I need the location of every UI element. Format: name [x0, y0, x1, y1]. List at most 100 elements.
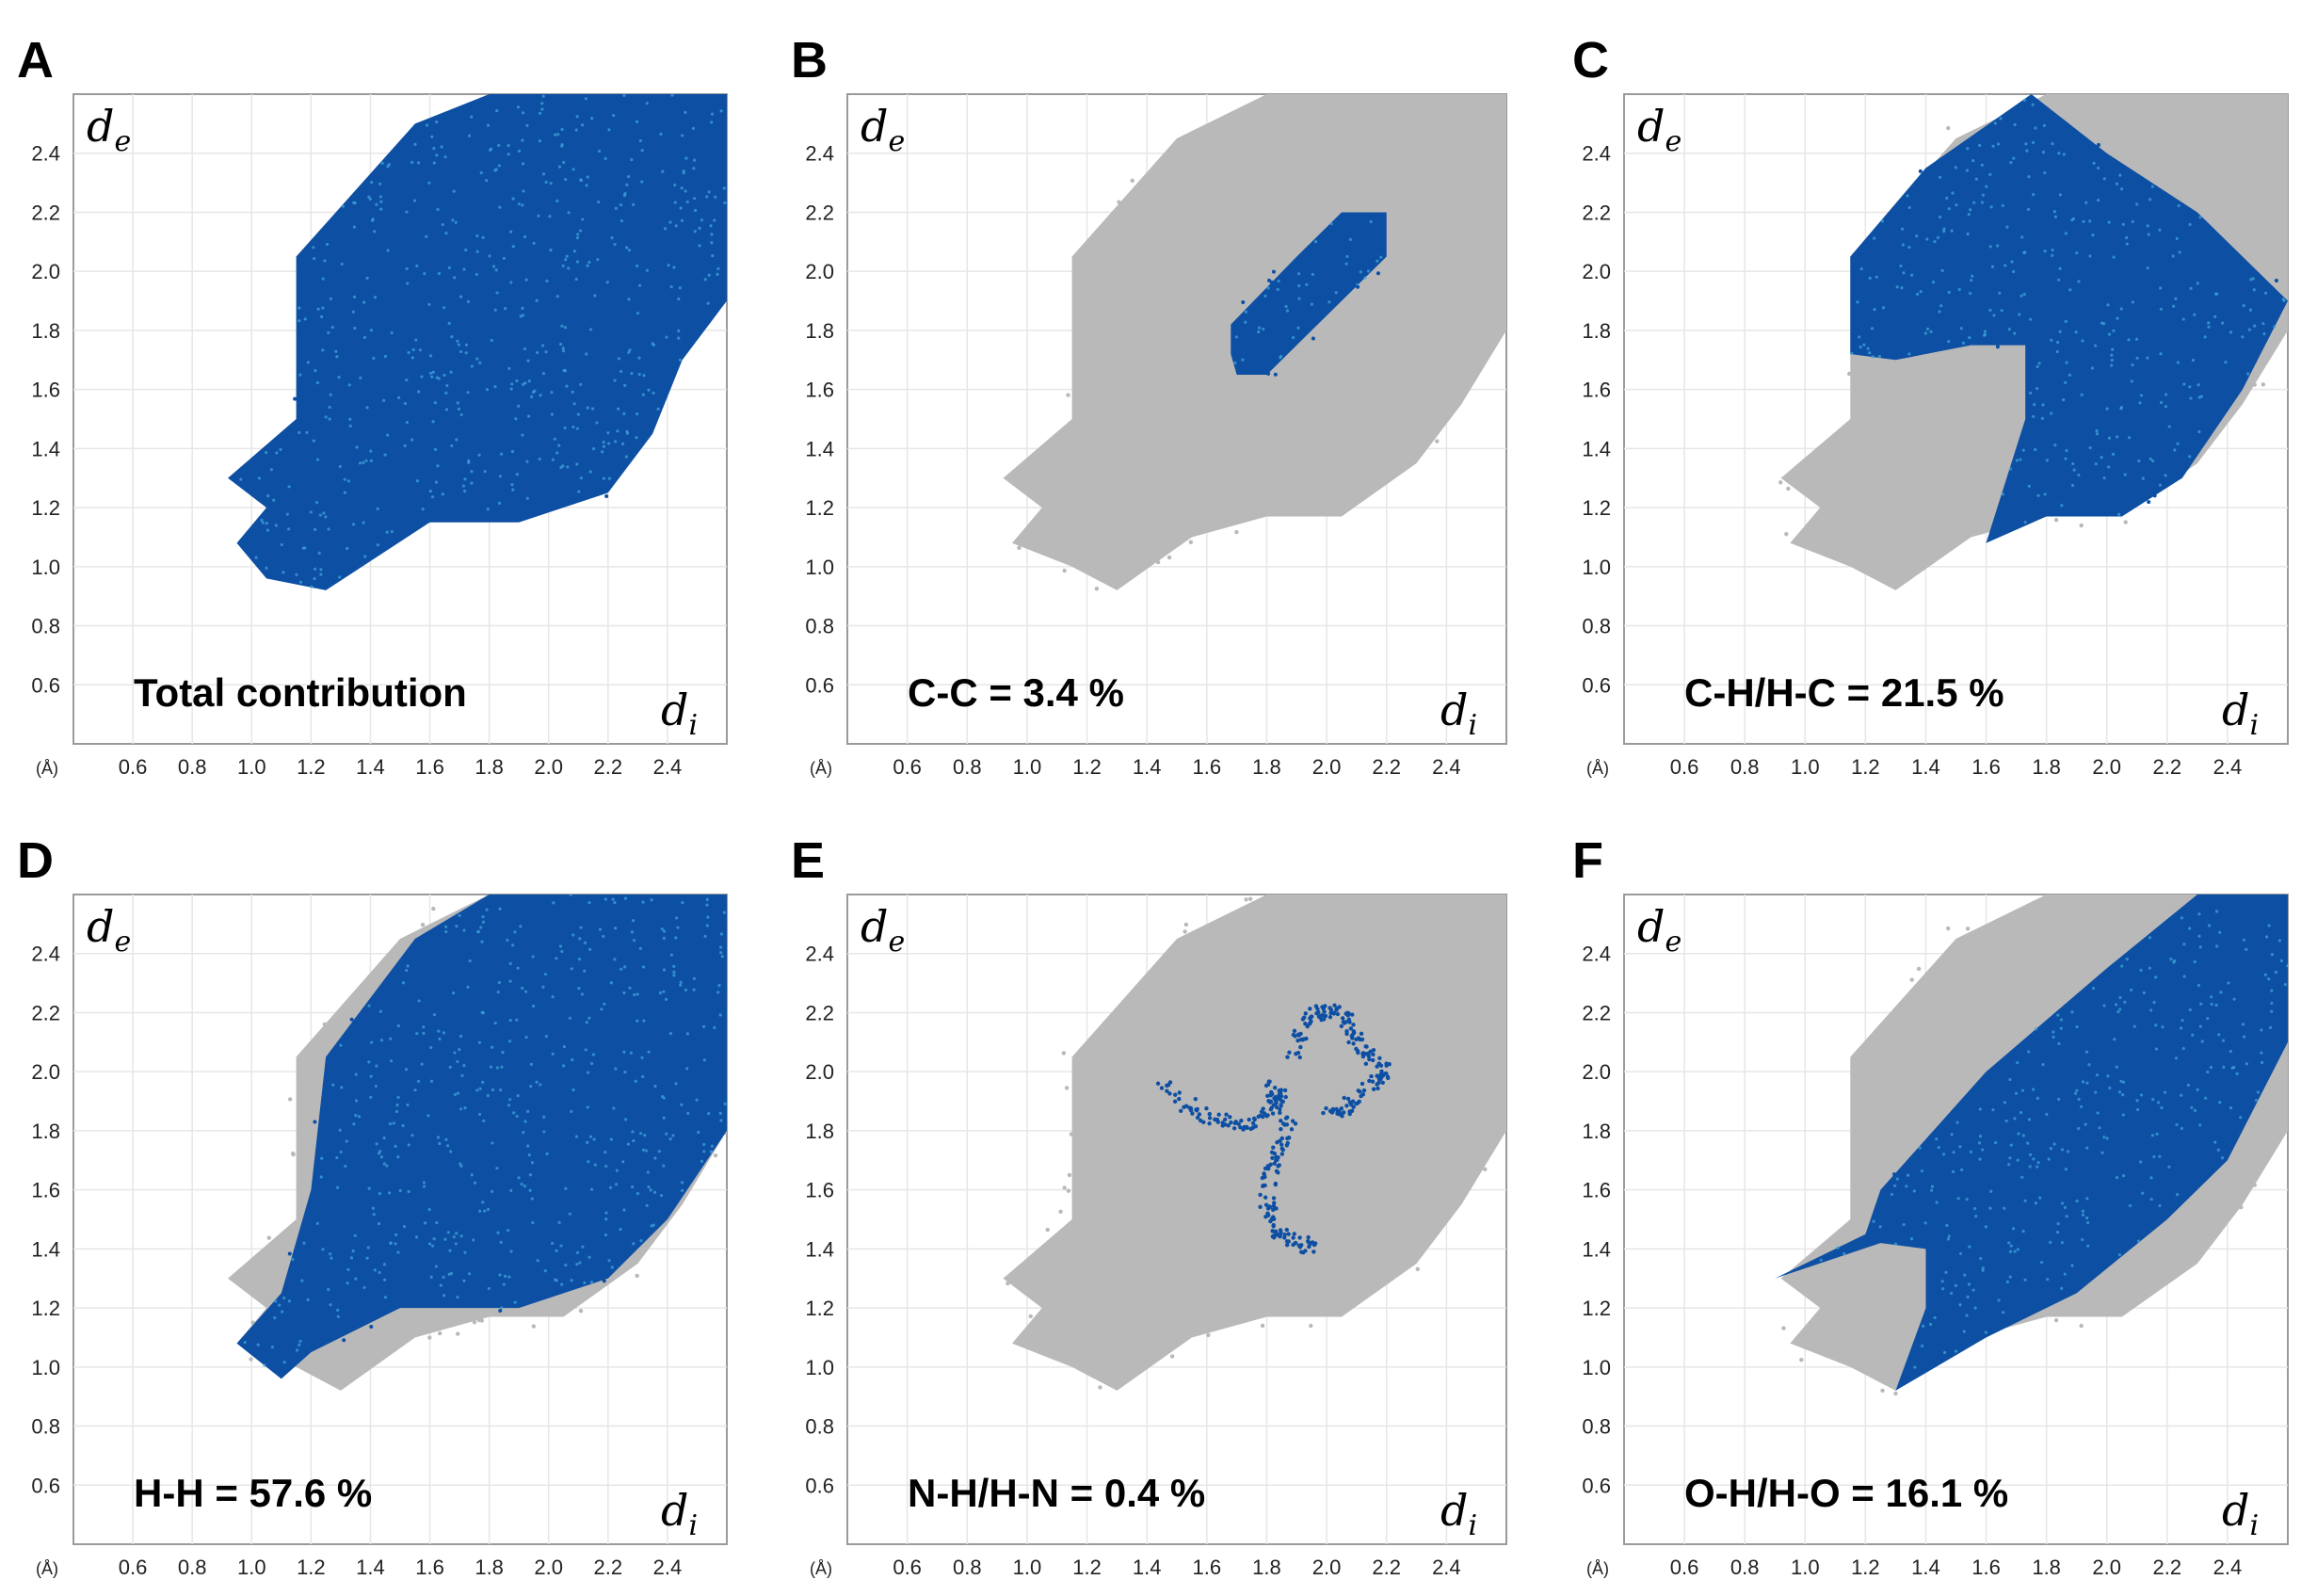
density-point [2102, 177, 2106, 181]
density-point [575, 115, 579, 119]
density-point [2148, 457, 2152, 460]
density-point [605, 281, 609, 284]
density-point [1985, 185, 1988, 188]
density-point [645, 1203, 649, 1207]
density-point [592, 1137, 596, 1141]
density-point [298, 580, 303, 584]
grey-point [1017, 545, 1022, 550]
density-point [2127, 436, 2132, 440]
density-point [475, 234, 479, 238]
density-point [703, 278, 707, 282]
density-point [674, 1082, 678, 1086]
x-tick-label: 1.2 [1072, 755, 1102, 779]
density-point [434, 480, 439, 484]
y-tick-label: 2.0 [31, 260, 60, 283]
density-point [2013, 122, 2017, 127]
density-point [681, 1188, 684, 1192]
contribution-point [1273, 1181, 1279, 1186]
density-point [461, 484, 466, 488]
density-point [2245, 1062, 2248, 1066]
density-point [1297, 297, 1301, 300]
density-point [305, 430, 309, 435]
grey-point [1784, 532, 1789, 537]
edge-scatter-points [1918, 142, 2278, 505]
density-point [641, 965, 646, 969]
density-point [659, 1194, 664, 1198]
density-point [1944, 1270, 1948, 1274]
density-point [633, 992, 636, 997]
density-point [1363, 276, 1367, 280]
density-point [571, 425, 575, 429]
density-point [362, 460, 365, 465]
density-speckle [239, 94, 727, 588]
density-point [2018, 313, 2021, 316]
density-point [458, 1048, 461, 1052]
density-speckle [1850, 98, 2286, 524]
density-point [1900, 227, 1905, 231]
contribution-point [1270, 1155, 1275, 1161]
contribution-point [1278, 1138, 1282, 1143]
y-tick-label: 0.6 [31, 1474, 60, 1497]
density-point [2034, 447, 2037, 452]
y-tick-label: 1.2 [1582, 1297, 1611, 1320]
density-point [2013, 331, 2017, 335]
density-point [2158, 1154, 2162, 1158]
density-point [1907, 205, 1911, 210]
density-point [320, 314, 324, 318]
density-point [2065, 1215, 2068, 1218]
density-point [2027, 1118, 2032, 1121]
density-point [2001, 492, 2004, 496]
density-point [571, 933, 575, 937]
contribution-point [1358, 1089, 1362, 1094]
density-point [628, 986, 632, 990]
density-point [700, 218, 704, 222]
edge-point [604, 494, 609, 499]
y-tick-label: 1.6 [31, 379, 60, 402]
density-point [538, 111, 542, 115]
density-point [2000, 309, 2003, 313]
grey-scatter-points [1778, 125, 2266, 537]
density-point [553, 437, 556, 441]
density-point [587, 1255, 591, 1259]
density-point [497, 143, 501, 148]
density-point [670, 94, 674, 97]
y-tick-label: 1.0 [31, 1356, 60, 1379]
density-point [499, 1088, 503, 1092]
contribution-point [1195, 1115, 1200, 1120]
density-point [2118, 173, 2122, 177]
density-point [439, 1283, 442, 1287]
edge-point [498, 1308, 503, 1313]
density-point [684, 988, 688, 991]
density-point [459, 1107, 463, 1111]
density-point [2036, 1096, 2039, 1100]
density-point [1980, 163, 1984, 167]
density-point [1929, 330, 1933, 333]
density-point [427, 181, 431, 185]
density-point [444, 930, 448, 934]
density-point [647, 1050, 651, 1054]
density-point [2283, 983, 2287, 987]
density-point [432, 1013, 437, 1017]
density-point [2060, 1201, 2065, 1205]
density-point [1940, 268, 1944, 272]
density-point [2118, 1008, 2122, 1011]
grey-point [1069, 1132, 1074, 1137]
density-point [493, 1021, 497, 1025]
contribution-point [1271, 1196, 1277, 1201]
density-point [2181, 317, 2185, 321]
density-point [677, 336, 681, 340]
contribution-point [1330, 1108, 1336, 1114]
y-tick-label: 1.8 [805, 319, 834, 343]
density-point [631, 1185, 635, 1189]
density-point [587, 260, 591, 265]
density-point [2189, 286, 2193, 290]
density-point [343, 477, 346, 481]
contribution-label: C-C = 3.4 % [908, 670, 1124, 715]
density-point [2085, 1197, 2089, 1201]
contribution-point [1384, 1071, 1389, 1076]
density-point [428, 371, 433, 376]
density-point [613, 900, 617, 905]
density-point [442, 1031, 446, 1035]
density-point [1241, 358, 1245, 362]
density-point [2175, 1122, 2179, 1127]
